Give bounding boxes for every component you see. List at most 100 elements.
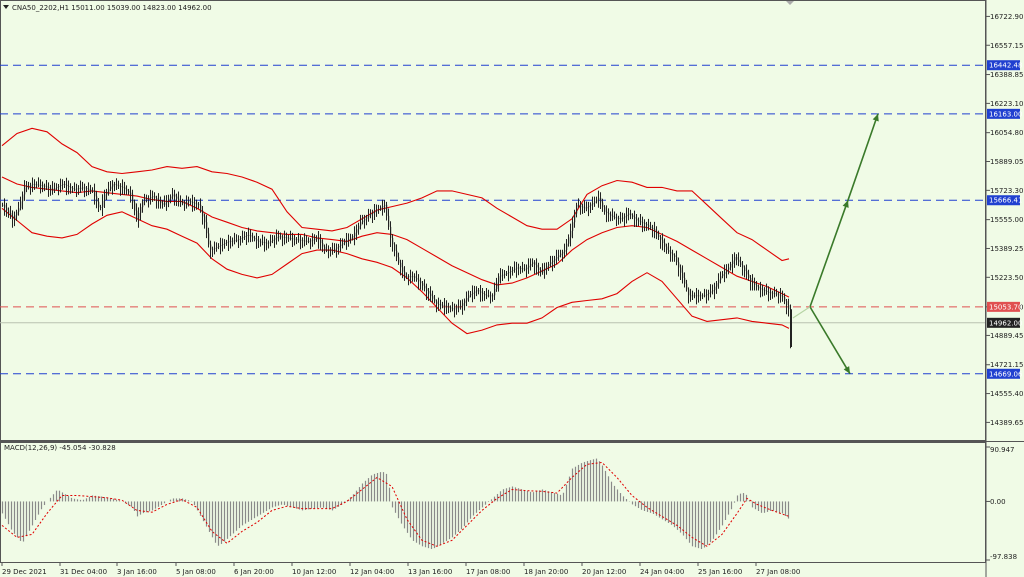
candle-body	[248, 234, 250, 236]
candle-body	[588, 205, 590, 208]
candle-body	[440, 304, 442, 306]
candle-body	[548, 264, 550, 267]
time-tick-label: 5 Jan 08:00	[176, 568, 216, 576]
candle-body	[644, 223, 646, 225]
candle-body	[506, 273, 508, 275]
candle-body	[148, 198, 150, 200]
candle-body	[280, 236, 282, 238]
candle-body	[62, 183, 64, 186]
candle-body	[302, 240, 304, 242]
candle-body	[224, 242, 226, 244]
forecast-arrow-0	[809, 113, 879, 308]
chart-menu-triangle-icon[interactable]	[3, 5, 9, 9]
candle-body	[282, 236, 284, 238]
candle-body	[152, 196, 154, 198]
candle-body	[156, 197, 158, 200]
price-tick-label: 15723.30	[990, 187, 1023, 195]
candle-body	[526, 267, 528, 270]
bollinger-lower-line	[1, 207, 790, 335]
candle-body	[522, 268, 524, 270]
candle-body	[312, 239, 314, 241]
candle-body	[402, 267, 404, 272]
candle-body	[206, 222, 208, 234]
candle-body	[658, 234, 660, 238]
price-level-tag-label: 16442.48	[989, 62, 1022, 70]
candle-body	[746, 270, 748, 275]
symbol-info: CNA50_2202,H1 15011.00 15039.00 14823.00…	[12, 4, 212, 12]
candle-body	[112, 183, 114, 187]
candle-body	[330, 250, 332, 252]
candle-body	[734, 257, 736, 261]
candle-body	[690, 295, 692, 297]
candle-body	[516, 267, 518, 269]
candle-body	[720, 276, 722, 280]
candle-body	[372, 212, 374, 214]
candle-body	[204, 216, 206, 223]
candle-body	[32, 183, 34, 185]
price-tick-label: 16388.85	[990, 71, 1023, 79]
shift-marker-icon[interactable]	[786, 1, 794, 5]
candle-body	[456, 307, 458, 309]
price-tick-label: 14389.65	[990, 419, 1023, 427]
candle-body	[28, 185, 30, 187]
candle-body	[390, 226, 392, 238]
candle-body	[414, 276, 416, 278]
candle-body	[70, 187, 72, 189]
candle-body	[480, 291, 482, 293]
candle-body	[420, 281, 422, 284]
candle-body	[260, 241, 262, 243]
candle-body	[530, 264, 532, 266]
candle-body	[56, 187, 58, 189]
candle-body	[558, 255, 560, 258]
candle-body	[110, 186, 112, 190]
candle-body	[324, 246, 326, 251]
candle-body	[488, 295, 490, 297]
candle-body	[532, 262, 534, 264]
candle-body	[776, 293, 778, 295]
price-tick-label: 16054.80	[990, 129, 1023, 137]
candle-body	[140, 207, 142, 213]
candle-body	[230, 240, 232, 242]
forecast-arrow-1	[809, 306, 851, 375]
candle-body	[266, 242, 268, 244]
candle-body	[610, 214, 612, 216]
candle-body	[30, 184, 32, 186]
bollinger-bands	[1, 127, 790, 335]
candle-body	[788, 305, 790, 310]
candle-body	[570, 230, 572, 238]
candle-body	[454, 308, 456, 310]
candle-body	[254, 237, 256, 240]
candle-body	[250, 235, 252, 237]
candle-body	[164, 202, 166, 205]
candle-body	[134, 202, 136, 211]
candle-body	[120, 186, 122, 188]
macd-histogram	[1, 458, 790, 550]
candle-body	[364, 218, 366, 221]
candle-body	[606, 211, 608, 214]
candle-body	[604, 207, 606, 212]
candle-body	[220, 245, 222, 247]
candle-body	[264, 242, 266, 244]
candle-body	[422, 283, 424, 286]
candle-body	[216, 247, 218, 249]
candle-body	[144, 200, 146, 202]
candle-body	[346, 240, 348, 242]
candle-body	[416, 277, 418, 280]
candle-body	[618, 217, 620, 219]
candle-body	[146, 199, 148, 201]
candle-body	[562, 251, 564, 254]
time-tick-label: 17 Jan 08:00	[466, 568, 510, 576]
candle-body	[340, 244, 342, 246]
candle-body	[490, 295, 492, 297]
candle-body	[674, 255, 676, 258]
forecast-arrowhead-mid-0	[842, 200, 849, 208]
candle-body	[412, 276, 414, 278]
candle-body	[418, 279, 420, 282]
candle-body	[118, 185, 120, 187]
candle-body	[284, 237, 286, 239]
candle-body	[708, 292, 710, 295]
candle-body	[436, 301, 438, 305]
candle-body	[466, 297, 468, 301]
candle-body	[360, 222, 362, 226]
